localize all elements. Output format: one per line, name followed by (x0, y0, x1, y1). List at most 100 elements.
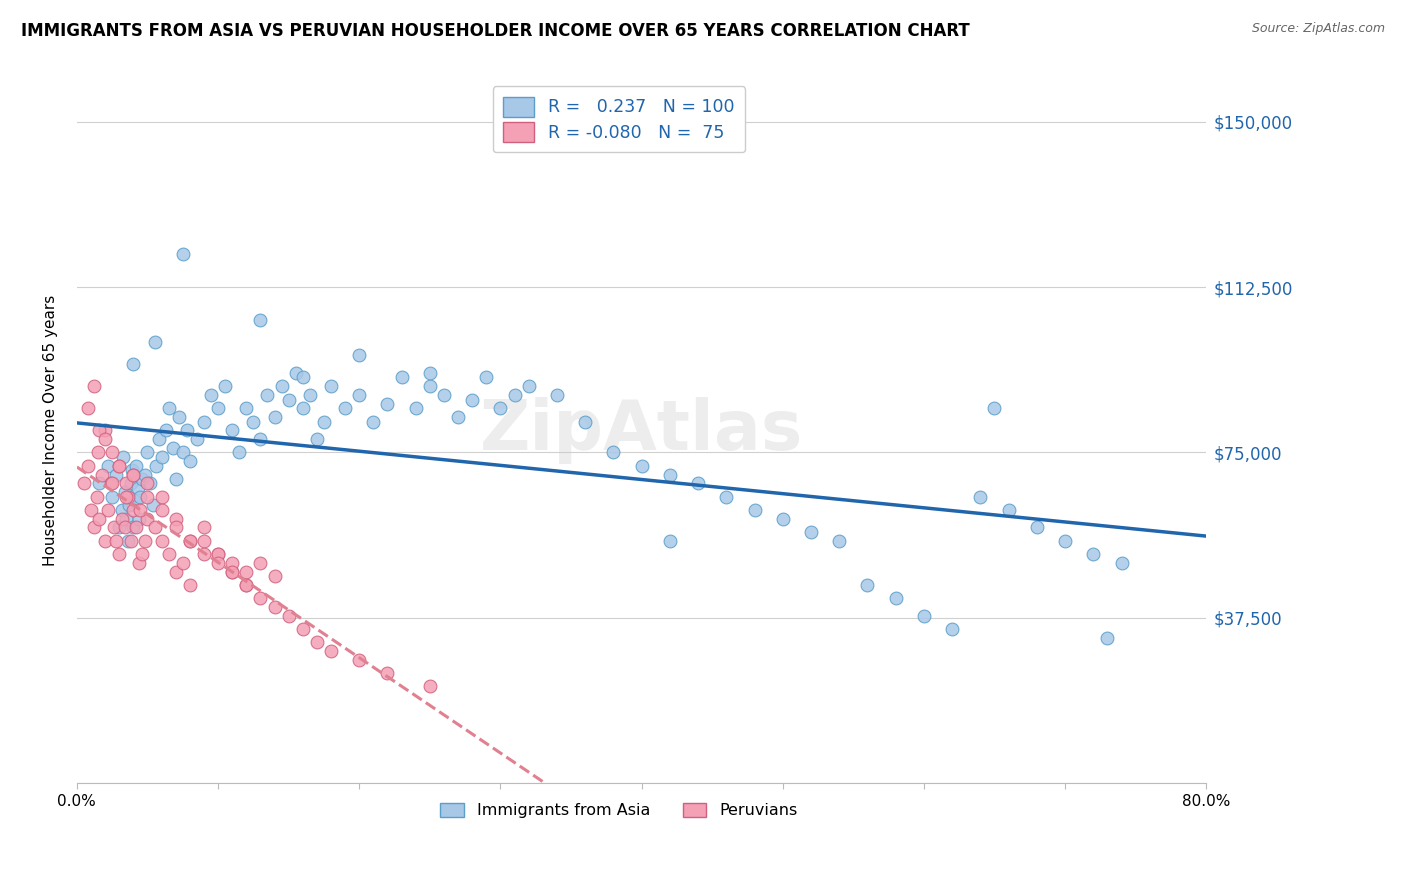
Point (242, 415, 264, 429)
Point (856, 578, 879, 592)
Point (114, 485, 136, 500)
Point (129, 490, 152, 504)
Point (114, 520, 136, 534)
Point (193, 520, 215, 534)
Point (969, 490, 991, 504)
Point (89, 476, 111, 491)
Point (80, 503, 103, 517)
Point (249, 556, 271, 570)
Point (94, 533, 117, 548)
Point (221, 565, 243, 579)
Point (419, 679, 441, 693)
Point (136, 511, 159, 525)
Point (117, 533, 139, 548)
Point (249, 432, 271, 446)
Point (263, 410, 285, 425)
Point (997, 503, 1019, 517)
Point (115, 490, 138, 504)
Point (221, 556, 243, 570)
Point (120, 533, 142, 548)
Point (912, 608, 935, 623)
Point (101, 476, 124, 491)
Point (602, 445, 624, 459)
Point (117, 490, 139, 504)
Point (108, 520, 131, 534)
Point (193, 533, 215, 548)
Point (744, 503, 766, 517)
Point (143, 335, 166, 350)
Point (433, 388, 456, 402)
Point (319, 644, 342, 658)
Point (89, 424, 111, 438)
Point (305, 432, 328, 446)
Point (167, 410, 190, 425)
Point (162, 441, 184, 455)
Point (111, 511, 134, 525)
Point (249, 591, 271, 605)
Point (120, 476, 142, 491)
Point (157, 547, 180, 561)
Point (517, 379, 540, 393)
Point (221, 565, 243, 579)
Point (277, 392, 299, 407)
Text: Source: ZipAtlas.com: Source: ZipAtlas.com (1251, 22, 1385, 36)
Point (319, 379, 342, 393)
Point (165, 520, 187, 534)
Point (155, 424, 177, 438)
Point (179, 533, 201, 548)
Point (77, 458, 100, 473)
Point (884, 591, 907, 605)
Point (186, 432, 208, 446)
Point (214, 379, 236, 393)
Point (165, 565, 187, 579)
Point (305, 635, 328, 649)
Point (86, 490, 108, 504)
Point (263, 569, 285, 583)
Point (115, 511, 138, 525)
Point (207, 547, 229, 561)
Point (103, 520, 125, 534)
Point (263, 599, 285, 614)
Point (405, 401, 427, 416)
Point (1083, 547, 1105, 561)
Point (546, 388, 568, 402)
Point (139, 476, 162, 491)
Point (165, 472, 187, 486)
Point (100, 476, 122, 491)
Point (277, 608, 299, 623)
Point (172, 247, 194, 261)
Point (983, 401, 1005, 416)
Point (1111, 556, 1133, 570)
Point (127, 481, 149, 495)
Point (118, 499, 141, 513)
Point (134, 533, 156, 548)
Point (83, 520, 105, 534)
Point (716, 490, 738, 504)
Point (221, 424, 243, 438)
Point (284, 366, 307, 380)
Point (179, 454, 201, 468)
Point (115, 476, 138, 491)
Point (291, 370, 314, 384)
Point (503, 388, 526, 402)
Point (1097, 631, 1119, 645)
Text: IMMIGRANTS FROM ASIA VS PERUVIAN HOUSEHOLDER INCOME OVER 65 YEARS CORRELATION CH: IMMIGRANTS FROM ASIA VS PERUVIAN HOUSEHO… (21, 22, 970, 40)
Point (128, 511, 150, 525)
Point (94, 424, 117, 438)
Point (291, 622, 314, 636)
Point (125, 520, 148, 534)
Point (270, 379, 292, 393)
Point (108, 547, 131, 561)
Point (176, 424, 198, 438)
Point (142, 499, 165, 513)
Point (256, 388, 278, 402)
Point (377, 397, 399, 411)
Legend: Immigrants from Asia, Peruvians: Immigrants from Asia, Peruvians (434, 797, 804, 825)
Point (122, 503, 145, 517)
Point (419, 379, 441, 393)
Point (391, 370, 413, 384)
Point (87, 445, 110, 459)
Point (800, 524, 823, 539)
Point (136, 490, 159, 504)
Point (828, 533, 851, 548)
